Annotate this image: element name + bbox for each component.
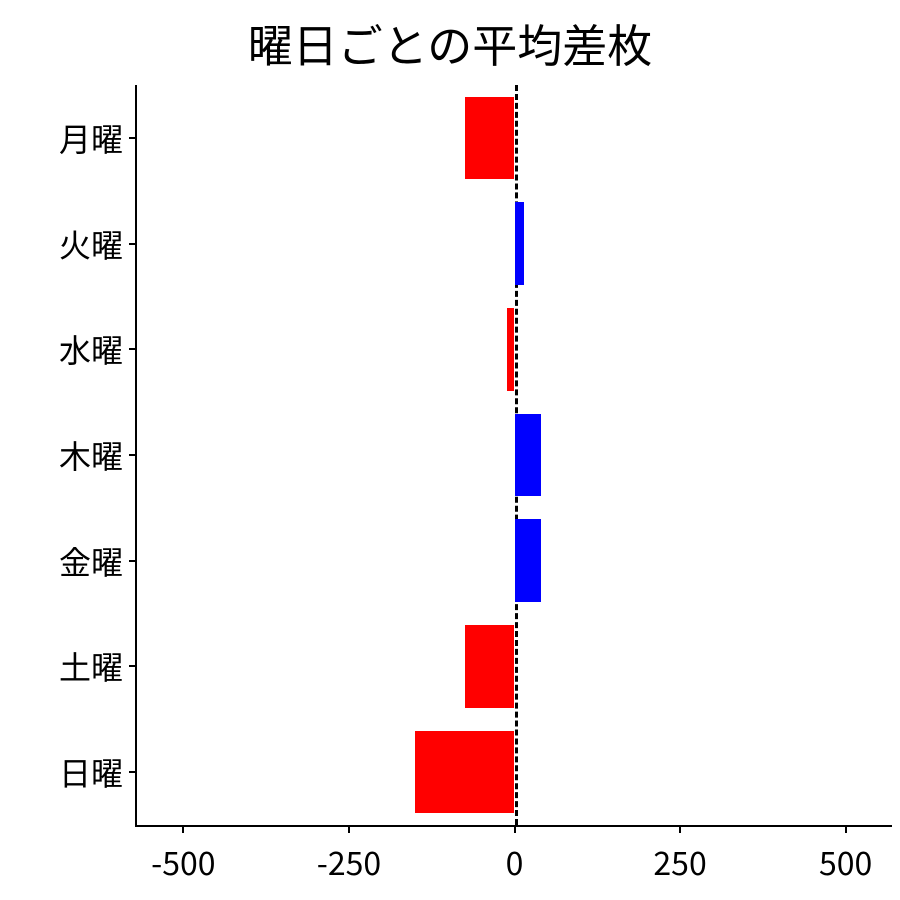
y-axis-tick-label: 土曜 [59, 643, 137, 689]
bar [515, 202, 525, 284]
y-axis-tick-label: 月曜 [59, 115, 137, 161]
y-axis-tick-mark [129, 560, 137, 562]
x-axis-tick-mark [845, 825, 847, 833]
x-axis-tick-mark [182, 825, 184, 833]
x-axis-tick-label: 500 [819, 825, 872, 885]
bar [515, 519, 541, 601]
y-axis-tick-label: 日曜 [59, 749, 137, 795]
x-axis-tick-mark [514, 825, 516, 833]
chart-title: 曜日ごとの平均差枚 [0, 10, 900, 75]
y-axis-tick-mark [129, 137, 137, 139]
x-axis-tick-label: 250 [653, 825, 706, 885]
x-axis-tick-label: 0 [506, 825, 524, 885]
y-axis-tick-label: 火曜 [59, 221, 137, 267]
x-axis-tick-mark [348, 825, 350, 833]
bar [507, 308, 515, 390]
y-axis-tick-label: 金曜 [59, 538, 137, 584]
y-axis-tick-mark [129, 665, 137, 667]
bar [465, 97, 515, 179]
y-axis-tick-mark [129, 454, 137, 456]
bar [515, 414, 541, 496]
y-axis-tick-mark [129, 771, 137, 773]
y-axis-tick-mark [129, 348, 137, 350]
x-axis-tick-label: -500 [151, 825, 215, 885]
x-axis-tick-label: -250 [317, 825, 381, 885]
bar [465, 625, 515, 707]
y-axis-tick-label: 水曜 [59, 326, 137, 372]
plot-area: 月曜火曜水曜木曜金曜土曜日曜-500-2500250500 [135, 85, 892, 827]
x-axis-tick-mark [679, 825, 681, 833]
y-axis-tick-mark [129, 243, 137, 245]
bar [415, 731, 514, 813]
y-axis-tick-label: 木曜 [59, 432, 137, 478]
chart-container: 曜日ごとの平均差枚 月曜火曜水曜木曜金曜土曜日曜-500-2500250500 [0, 0, 900, 900]
